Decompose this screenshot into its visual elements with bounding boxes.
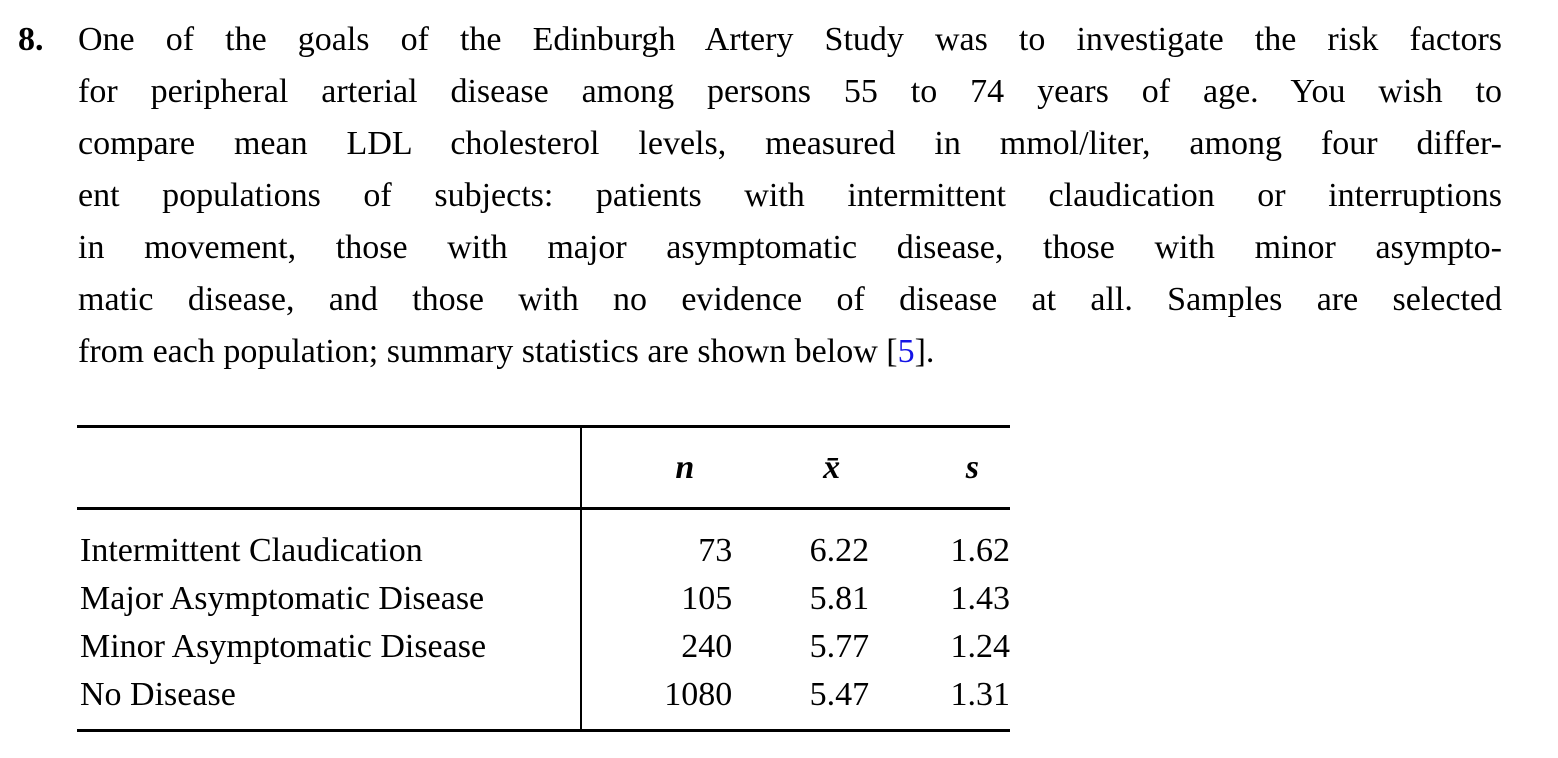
column-header-n: n xyxy=(675,448,695,486)
exercise-number: 8. xyxy=(18,21,44,58)
paragraph-text: from each population; summary statistics… xyxy=(78,333,898,370)
xbar-cell: 5.77 xyxy=(809,628,870,665)
paragraph-line: for peripheral arterial disease among pe… xyxy=(78,73,1502,110)
row-label-cell: Minor Asymptomatic Disease xyxy=(80,628,487,665)
paragraph-line: ent populations of subjects: patients wi… xyxy=(78,177,1502,214)
s-cell: 1.24 xyxy=(950,628,1011,665)
row-label-cell: No Disease xyxy=(80,676,236,713)
summary-statistics-table: n x̄ s Intermittent Claudication 73 6.22… xyxy=(77,425,1010,732)
column-header-xbar: x̄ xyxy=(823,448,841,486)
paragraph-line: compare mean LDL cholesterol levels, mea… xyxy=(78,125,1502,162)
table-vertical-rule xyxy=(580,428,582,729)
s-cell: 1.62 xyxy=(950,532,1011,569)
table-header-row: n x̄ s xyxy=(77,428,1010,510)
row-label-cell: Intermittent Claudication xyxy=(80,532,423,569)
s-cell: 1.31 xyxy=(950,676,1011,713)
table-body: Intermittent Claudication 73 6.22 1.62 M… xyxy=(77,510,1010,729)
n-cell: 1080 xyxy=(664,676,733,713)
column-header-s: s xyxy=(965,448,979,486)
paragraph-line: One of the goals of the Edinburgh Artery… xyxy=(78,21,1502,58)
xbar-cell: 5.81 xyxy=(809,580,870,617)
paragraph-line: from each population; summary statistics… xyxy=(78,326,1502,378)
s-cell: 1.43 xyxy=(950,580,1011,617)
paragraph-line: matic disease, and those with no evidenc… xyxy=(78,281,1502,318)
exercise-paragraph: One of the goals of the Edinburgh Artery… xyxy=(78,14,1502,378)
n-cell: 105 xyxy=(681,580,733,617)
n-cell: 73 xyxy=(698,532,733,569)
table-row: Major Asymptomatic Disease 105 5.81 1.43 xyxy=(77,575,1010,623)
paragraph-line: in movement, those with major asymptomat… xyxy=(78,229,1502,266)
paragraph-text: ]. xyxy=(914,333,935,370)
row-label-cell: Major Asymptomatic Disease xyxy=(80,580,485,617)
xbar-cell: 6.22 xyxy=(809,532,870,569)
n-cell: 240 xyxy=(681,628,733,665)
xbar-cell: 5.47 xyxy=(809,676,870,713)
reference-link[interactable]: 5 xyxy=(897,333,915,370)
table-row: Intermittent Claudication 73 6.22 1.62 xyxy=(77,527,1010,575)
table-row: Minor Asymptomatic Disease 240 5.77 1.24 xyxy=(77,623,1010,671)
table-row: No Disease 1080 5.47 1.31 xyxy=(77,671,1010,719)
